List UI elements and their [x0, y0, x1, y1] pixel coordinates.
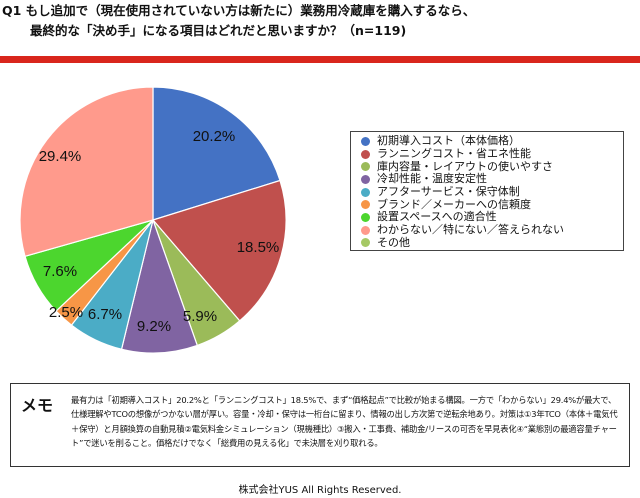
pie-data-label: 29.4%	[39, 148, 82, 165]
pie-data-label: 6.7%	[88, 306, 122, 323]
legend-item: わからない／特にない／答えられない	[361, 224, 623, 237]
pie-data-label: 2.5%	[49, 304, 83, 321]
legend-label: わからない／特にない／答えられない	[377, 223, 564, 237]
legend-label: 庫内容量・レイアウトの使いやすさ	[377, 159, 553, 173]
legend-label: 設置スペースへの適合性	[377, 210, 497, 224]
legend-label: ブランド／メーカーへの信頼度	[377, 197, 531, 211]
legend-label: その他	[377, 235, 410, 249]
legend-item: 初期導入コスト（本体価格）	[361, 135, 623, 148]
legend-swatch	[361, 238, 370, 248]
title-line-1: Q1 もし追加で（現在使用されていない方は新たに）業務用冷蔵庫を購入するなら、	[2, 3, 476, 18]
legend-item: その他	[361, 235, 623, 250]
legend-item: 設置スペースへの適合性	[361, 211, 623, 224]
memo-title: メモ	[21, 396, 54, 415]
legend-item: 冷却性能・温度安定性	[361, 173, 623, 186]
legend-item: 庫内容量・レイアウトの使いやすさ	[361, 160, 623, 173]
legend-swatch	[361, 162, 370, 172]
legend-label: 冷却性能・温度安定性	[377, 172, 487, 186]
pie-data-label: 7.6%	[43, 263, 77, 280]
legend: 初期導入コスト（本体価格） ランニングコスト・省エネ性能 庫内容量・レイアウトの使い…	[350, 131, 624, 251]
pie-slice	[151, 179, 287, 322]
memo-text: 最有力は「初期導入コスト」20.2%と「ランニングコスト」18.5%で、まず“価…	[71, 395, 618, 448]
title-line-2: 最終的な「決め手」になる項目はどれだと思いますか？（n=119)	[30, 23, 407, 38]
legend-swatch	[361, 149, 370, 159]
legend-swatch	[361, 174, 370, 184]
legend-swatch	[361, 136, 370, 146]
legend-label: アフターサービス・保守体制	[377, 185, 520, 199]
legend-item: アフターサービス・保守体制	[361, 186, 623, 199]
legend-swatch	[361, 187, 370, 197]
legend-label: ランニングコスト・省エネ性能	[377, 147, 531, 161]
pie-data-label: 20.2%	[193, 128, 236, 145]
legend-item: ランニングコスト・省エネ性能	[361, 148, 623, 161]
pie-data-label: 5.9%	[183, 308, 217, 325]
legend-label: 初期導入コスト（本体価格）	[377, 134, 520, 148]
legend-swatch	[361, 225, 370, 235]
pie-chart: 20.2% 18.5% 5.9% 9.2% 6.7% 2.5% 7.6% 29.4%	[19, 86, 287, 354]
legend-swatch	[361, 212, 370, 222]
pie-slice	[19, 86, 154, 258]
footer-copyright: 株式会社YUS All Rights Reserved.	[238, 485, 402, 496]
pie-slice	[152, 86, 281, 221]
title-divider	[0, 56, 640, 63]
legend-swatch	[361, 200, 370, 210]
pie-data-label: 9.2%	[137, 318, 171, 335]
legend-item: ブランド／メーカーへの信頼度	[361, 198, 623, 211]
memo-box: メモ 最有力は「初期導入コスト」20.2%と「ランニングコスト」18.5%で、ま…	[10, 383, 630, 467]
pie-data-label: 18.5%	[237, 239, 280, 256]
